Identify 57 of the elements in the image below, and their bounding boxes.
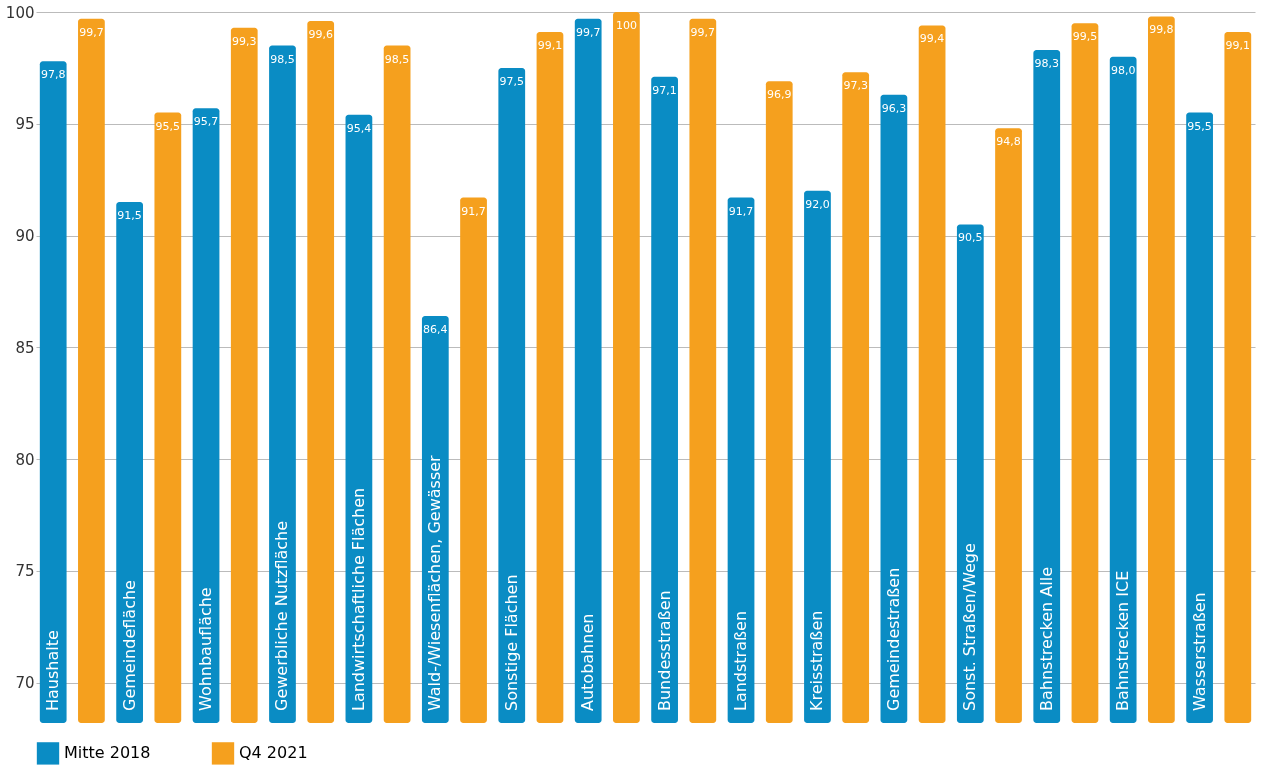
y-tick-label: 100 [5, 3, 35, 22]
data-label: 96,9 [767, 88, 792, 102]
data-label: 99,7 [575, 25, 601, 39]
data-label: 97,8 [40, 68, 66, 82]
y-tick-label: 85 [15, 338, 35, 357]
y-tick-label: 90 [15, 227, 35, 246]
data-label: 99,7 [79, 25, 104, 39]
x-tick-label: Gemeindestraßen [883, 567, 903, 711]
data-label: 99,6 [308, 27, 333, 41]
data-label: 99,8 [1149, 23, 1174, 37]
data-label: 91,7 [728, 204, 754, 218]
y-tick-label: 70 [15, 674, 35, 693]
data-label: 86,4 [423, 323, 448, 337]
x-tick-label: Wasserstraßen [1189, 592, 1209, 711]
data-label: 99,4 [919, 32, 945, 46]
data-label: 95,7 [193, 115, 219, 129]
data-label: 91,5 [117, 209, 142, 223]
data-label: 90,5 [958, 231, 983, 245]
data-label: 99,5 [1072, 30, 1098, 44]
data-label: 97,1 [652, 83, 677, 97]
x-tick-label: Autobahnen [578, 613, 598, 711]
legend-label: Mitte 2018 [64, 743, 151, 763]
data-label: 98,5 [270, 52, 295, 66]
x-tick-label: Landstraßen [731, 610, 751, 711]
data-label: 91,7 [461, 204, 486, 218]
data-label: 99,1 [1225, 39, 1251, 53]
data-label: 94,8 [996, 135, 1021, 149]
y-tick-label: 75 [15, 562, 35, 581]
x-tick-label: Sonst. Straßen/Wege [960, 543, 980, 711]
data-label: 100 [615, 19, 637, 32]
data-label: 99,3 [232, 34, 257, 48]
x-tick-label: Bahnstrecken Alle [1036, 567, 1056, 711]
x-tick-label: Gemeindefläche [119, 580, 139, 711]
data-label: 92,0 [805, 197, 830, 211]
y-tick-label: 80 [15, 450, 35, 469]
data-label: 95,5 [155, 119, 181, 133]
y-tick-label: 95 [15, 115, 35, 134]
x-tick-label: Wald-/Wiesenflächen, Gewässer [425, 454, 445, 711]
data-label: 97,5 [499, 74, 524, 88]
data-label: 99,7 [690, 25, 716, 39]
data-label: 95,4 [346, 121, 372, 135]
data-label: 99,1 [537, 39, 563, 53]
x-tick-label: Bundesstraßen [654, 590, 674, 711]
x-tick-label: Kreisstraßen [807, 610, 827, 711]
data-label: 95,5 [1187, 119, 1212, 133]
x-tick-label: Landwirtschaftliche Flächen [348, 487, 368, 711]
data-label: 98,0 [1110, 63, 1136, 77]
x-tick-label: Wohnbaufläche [196, 587, 216, 711]
x-tick-label: Haushalte [43, 630, 63, 711]
data-label: 98,5 [384, 52, 410, 66]
x-tick-label: Bahnstrecken ICE [1113, 570, 1133, 711]
data-label: 96,3 [881, 101, 907, 115]
legend-label: Q4 2021 [239, 743, 308, 763]
x-tick-label: Sonstige Flächen [501, 574, 521, 711]
data-label: 98,3 [1034, 57, 1059, 71]
data-label: 97,3 [843, 79, 868, 93]
x-tick-label: Gewerbliche Nutzfläche [272, 520, 292, 711]
